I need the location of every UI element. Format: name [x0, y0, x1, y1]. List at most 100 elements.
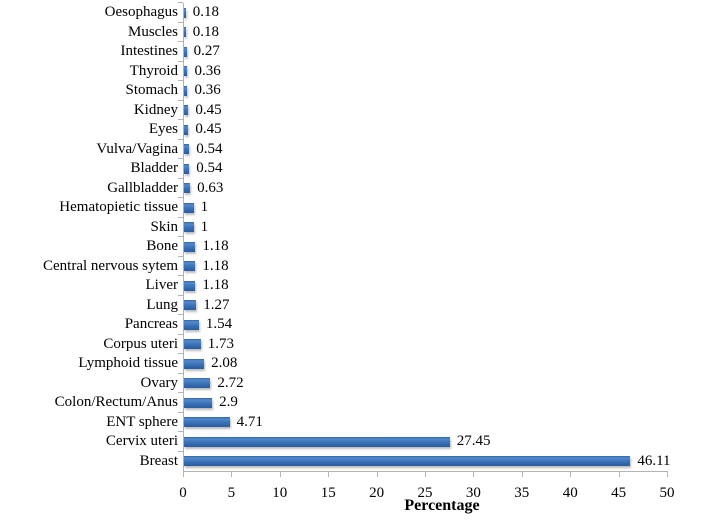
x-axis-tick-label: 15 [320, 485, 336, 501]
category-label: Lymphoid tissue [78, 355, 178, 371]
x-axis-tick-label: 35 [514, 485, 530, 501]
bar-row: Lymphoid tissue 2.08 [0, 353, 710, 374]
plot-cell: 2.72 [178, 372, 710, 393]
bar [184, 378, 211, 389]
category-label: Kidney [133, 101, 178, 118]
bar-row: Corpus uteri 1.73 [0, 333, 710, 354]
x-axis-tick [279, 472, 281, 477]
bar-row: Liver 1.18 [0, 275, 710, 296]
bar-row: Vulva/Vagina 0.54 [0, 138, 710, 159]
bar-row: Skin 1 [0, 216, 710, 237]
x-axis-tick-label: 30 [465, 485, 481, 501]
x-axis-tick [328, 472, 330, 477]
value-label: 2.08 [211, 355, 238, 372]
category-label: Pancreas [124, 316, 178, 332]
plot-cell: 0.36 [178, 80, 710, 101]
plot-cell: 0.18 [178, 21, 710, 42]
bar-row: Cervix uteri 27.45 [0, 431, 710, 452]
x-axis-tick-label: 25 [417, 485, 433, 501]
category-label: Thyroid [129, 62, 178, 79]
bar-row: Oesophagus 0.18 [0, 2, 710, 23]
bar-row: Kidney 0.45 [0, 99, 710, 120]
value-label: 0.27 [193, 43, 220, 60]
category-label: Colon/Rectum/Anus [54, 394, 178, 410]
bar-row: Eyes 0.45 [0, 119, 710, 140]
x-axis-tick [425, 472, 426, 477]
x-axis-tick-label: 40 [562, 485, 578, 501]
bar [184, 46, 187, 57]
bar [184, 124, 189, 135]
bar [184, 280, 196, 291]
value-label: 0.63 [197, 179, 224, 196]
value-label: 1.27 [203, 296, 230, 313]
bar-row: Muscles 0.18 [0, 21, 710, 42]
bar [184, 241, 196, 252]
value-label: 0.36 [194, 62, 221, 79]
plot-cell: 0.54 [178, 158, 710, 179]
category-label: ENT sphere [106, 413, 178, 430]
value-label: 0.45 [195, 101, 222, 118]
value-label: 0.54 [196, 140, 223, 157]
bar-row: Hematopietic tissue 1 [0, 197, 710, 218]
x-axis-tick-label: 0 [179, 485, 187, 501]
plot-cell: 1.73 [178, 333, 710, 354]
value-label: 1.18 [202, 238, 229, 255]
plot-cell: 1.18 [178, 275, 710, 296]
value-label: 1.73 [207, 335, 234, 352]
value-label: 0.18 [192, 23, 219, 40]
x-axis-tick [570, 472, 572, 477]
x-axis-tick-label: 50 [659, 485, 675, 501]
category-label: Cervix uteri [105, 433, 178, 449]
bar-row: Bladder 0.54 [0, 158, 710, 179]
x-axis-tick-label: 5 [227, 485, 236, 501]
bar-row: Thyroid 0.36 [0, 60, 710, 81]
bar [184, 339, 201, 350]
plot-cell: 0.45 [178, 119, 710, 140]
plot-cell: 0.45 [178, 99, 710, 120]
plot-cell: 46.11 [178, 450, 710, 471]
plot-cell: 1.54 [178, 314, 710, 335]
bar [184, 202, 194, 213]
bar-row: Colon/Rectum/Anus 2.9 [0, 392, 710, 413]
category-label: Corpus uteri [103, 335, 178, 352]
plot-cell: 1.18 [178, 255, 710, 276]
category-label: Breast [139, 452, 178, 469]
category-label: Oesophagus [104, 4, 178, 20]
bar [184, 417, 230, 428]
value-label: 0.36 [194, 82, 221, 99]
plot-cell: 0.63 [178, 177, 710, 198]
category-label: Liver [145, 277, 178, 293]
x-axis-tick-label: 10 [272, 485, 288, 501]
bar [184, 85, 188, 96]
x-axis-tick [521, 472, 523, 477]
plot-cell: 2.08 [178, 353, 710, 374]
bar [184, 183, 191, 194]
bar-row: Lung 1.27 [0, 294, 710, 315]
value-label: 0.45 [195, 121, 222, 138]
plot-cell: 2.9 [178, 392, 710, 413]
value-label: 0.54 [196, 160, 223, 177]
bar [184, 105, 189, 116]
bar-row: Gallbladder 0.63 [0, 177, 710, 198]
category-label: Eyes [148, 121, 178, 137]
category-label: Lung [146, 296, 178, 313]
plot-cell: 1.27 [178, 294, 710, 315]
x-axis-tick [376, 472, 378, 477]
bar-row: Breast 46.11 [0, 450, 710, 471]
category-label: Intestines [120, 43, 179, 59]
value-label: 1.18 [202, 277, 229, 294]
category-label: Skin [150, 218, 178, 235]
x-axis-tick [618, 472, 620, 477]
category-label: Central nervous sytem [43, 257, 178, 274]
category-label: Bladder [130, 160, 178, 176]
bar [184, 163, 190, 174]
category-label: Bone [146, 238, 178, 254]
value-label: 1 [200, 218, 209, 235]
plot-cell: 1 [178, 197, 710, 218]
bar-row: ENT sphere 4.71 [0, 411, 710, 432]
bar [184, 222, 194, 233]
bar [184, 27, 186, 38]
bar-row: Pancreas 1.54 [0, 314, 710, 335]
bar-row: Ovary 2.72 [0, 372, 710, 393]
category-label: Vulva/Vagina [96, 140, 178, 157]
